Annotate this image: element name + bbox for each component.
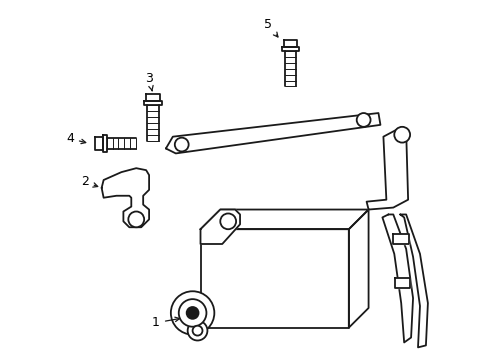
Circle shape	[220, 213, 236, 229]
Polygon shape	[399, 215, 427, 347]
Text: 4: 4	[66, 132, 85, 145]
Circle shape	[192, 326, 202, 336]
Text: 2: 2	[81, 175, 98, 189]
Polygon shape	[283, 40, 297, 47]
Circle shape	[187, 321, 207, 341]
Polygon shape	[392, 234, 408, 244]
Circle shape	[174, 138, 188, 152]
Text: 1: 1	[152, 316, 179, 329]
Circle shape	[170, 291, 214, 334]
Circle shape	[186, 307, 198, 319]
Polygon shape	[200, 210, 240, 244]
Polygon shape	[200, 229, 348, 328]
Circle shape	[128, 212, 144, 227]
Polygon shape	[394, 278, 409, 288]
Polygon shape	[382, 215, 412, 342]
Text: 3: 3	[145, 72, 153, 91]
Circle shape	[356, 113, 370, 127]
Polygon shape	[366, 129, 407, 210]
Polygon shape	[102, 135, 106, 152]
Circle shape	[393, 127, 409, 143]
Polygon shape	[102, 168, 149, 227]
Polygon shape	[95, 137, 102, 150]
Polygon shape	[281, 47, 299, 51]
Polygon shape	[348, 210, 368, 328]
Circle shape	[179, 299, 206, 327]
Polygon shape	[200, 210, 368, 229]
Polygon shape	[146, 94, 160, 101]
Polygon shape	[165, 113, 380, 153]
Text: 5: 5	[263, 18, 277, 37]
Polygon shape	[144, 101, 162, 105]
